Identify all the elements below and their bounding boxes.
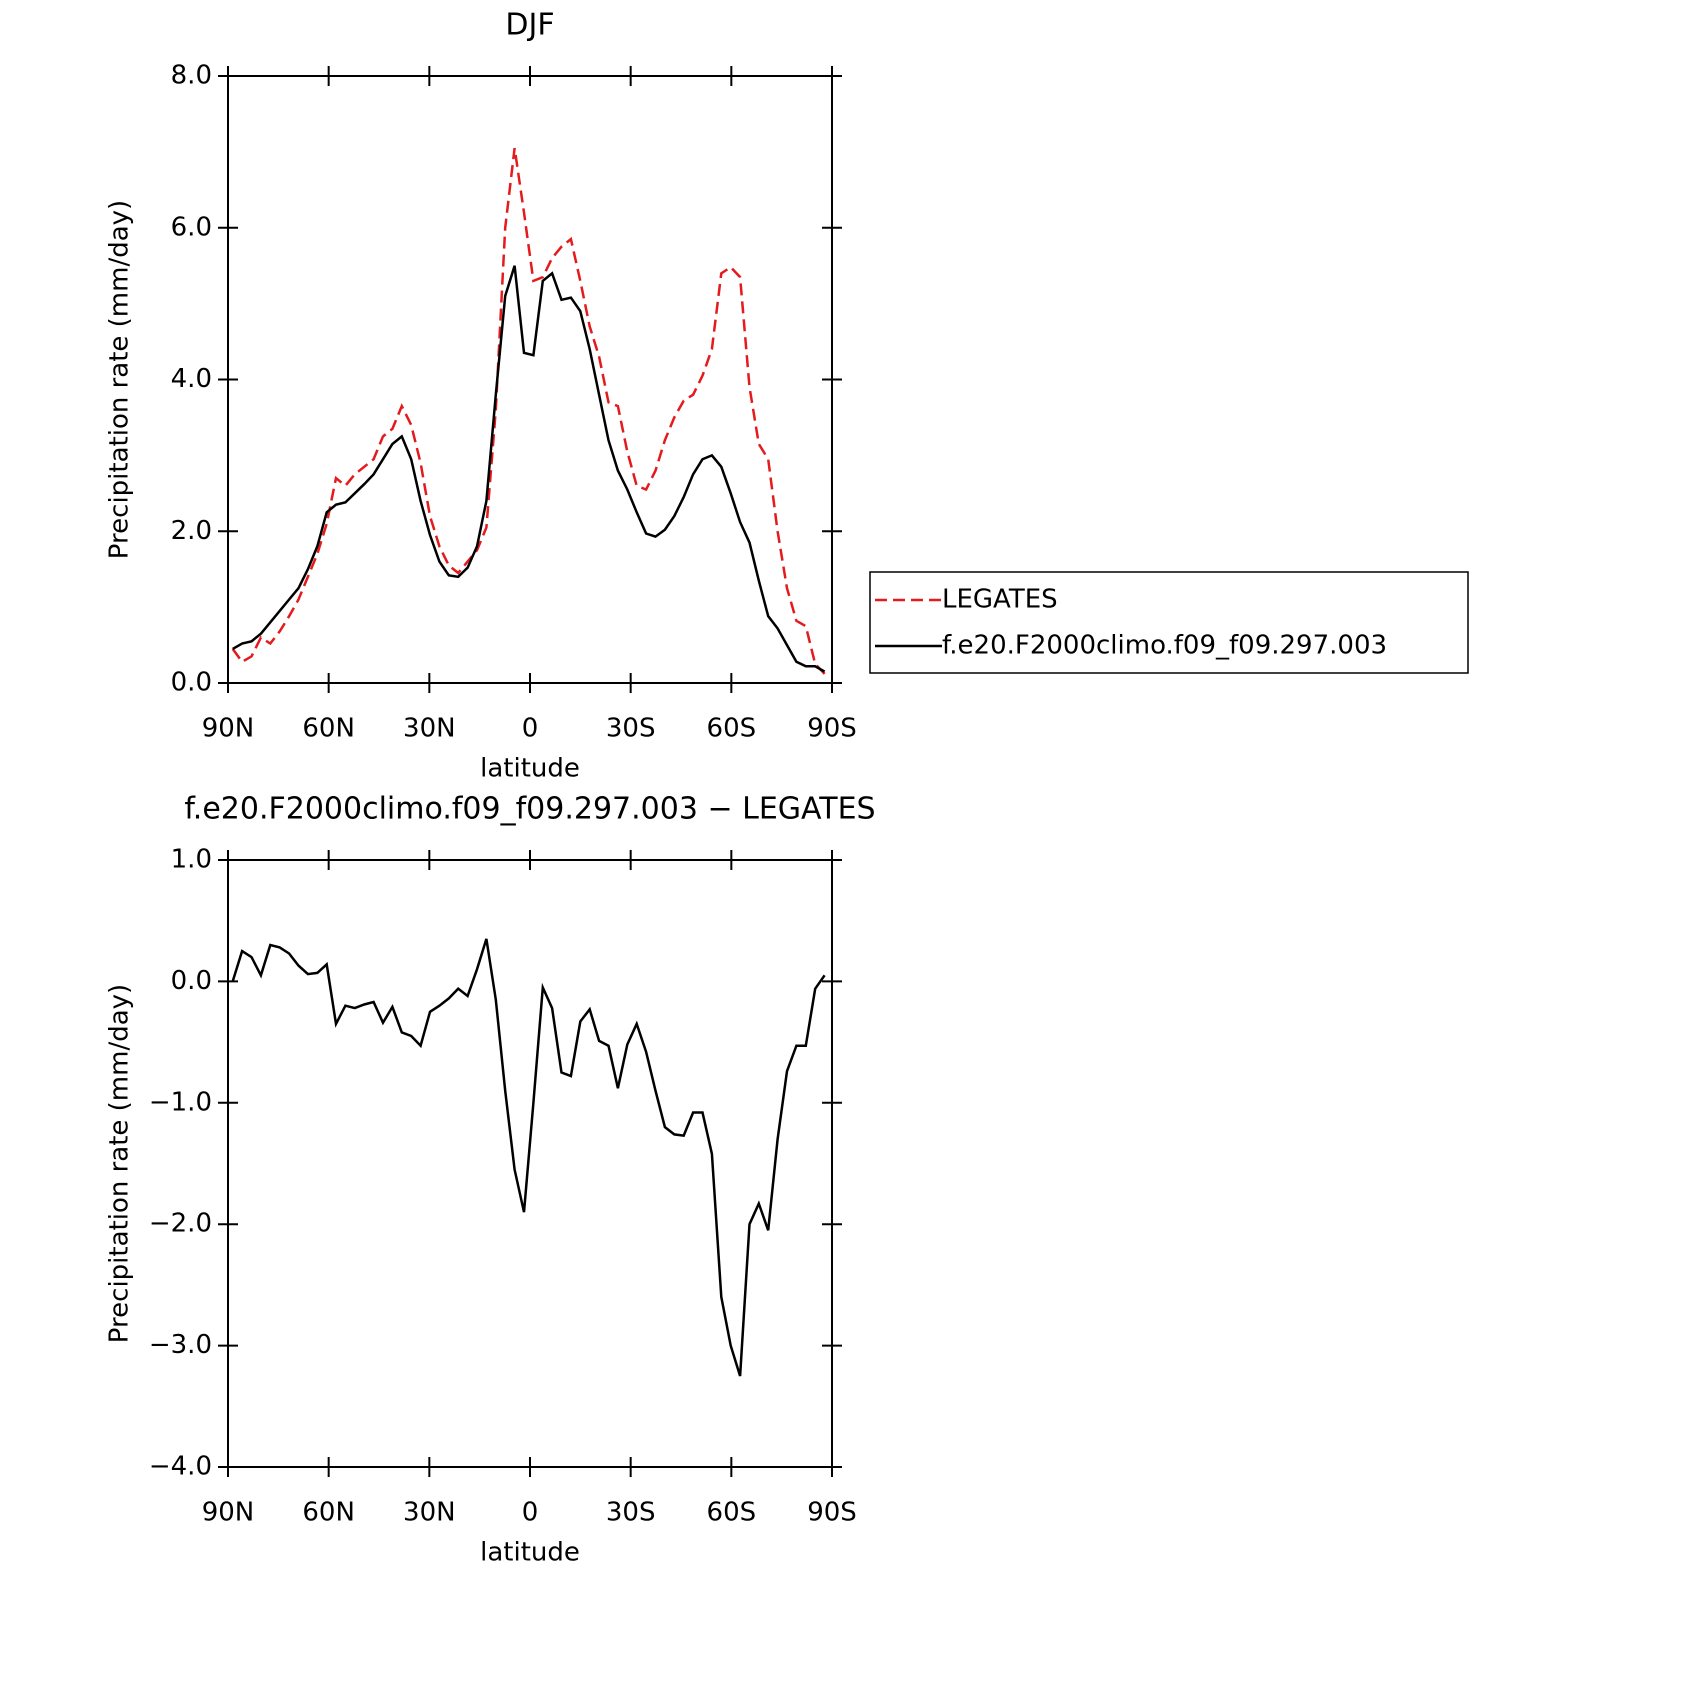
data-line	[231, 147, 826, 675]
x-axis-label: latitude	[480, 754, 580, 784]
x-tick-label: 30N	[403, 1498, 456, 1528]
chart-title: f.e20.F2000climo.f09_f09.297.003 − LEGAT…	[184, 792, 875, 827]
y-tick-label: −3.0	[149, 1330, 212, 1360]
y-tick-label: 4.0	[171, 364, 212, 394]
y-tick-label: −2.0	[149, 1209, 212, 1239]
legend-box	[869, 571, 1469, 674]
plot-frame	[227, 859, 833, 1468]
y-tick-label: −1.0	[149, 1087, 212, 1117]
x-tick-label: 90S	[807, 1498, 857, 1528]
y-tick-label: 0.0	[171, 966, 212, 996]
y-axis-label: Precipitation rate (mm/day)	[105, 200, 135, 559]
y-tick-label: 6.0	[171, 212, 212, 242]
y-tick-label: 2.0	[171, 516, 212, 546]
x-tick-label: 0	[522, 714, 539, 744]
x-tick-label: 0	[522, 1498, 539, 1528]
chart-title: DJF	[505, 8, 554, 43]
x-tick-label: 90S	[807, 714, 857, 744]
x-tick-label: 90N	[202, 1498, 255, 1528]
x-tick-label: 30S	[606, 714, 656, 744]
legend-label: f.e20.F2000climo.f09_f09.297.003	[942, 631, 1387, 661]
x-axis-label: latitude	[480, 1538, 580, 1568]
x-tick-label: 60N	[302, 714, 355, 744]
legend-label: LEGATES	[942, 585, 1058, 615]
x-tick-label: 60S	[707, 1498, 757, 1528]
plot-frame	[227, 75, 833, 684]
data-line	[232, 265, 826, 673]
y-tick-label: −4.0	[149, 1452, 212, 1482]
x-tick-label: 30S	[606, 1498, 656, 1528]
y-tick-label: 1.0	[171, 845, 212, 875]
x-tick-label: 30N	[403, 714, 456, 744]
y-axis-label: Precipitation rate (mm/day)	[105, 984, 135, 1343]
y-tick-label: 8.0	[171, 61, 212, 91]
y-tick-label: 0.0	[171, 668, 212, 698]
x-tick-label: 60N	[302, 1498, 355, 1528]
data-line	[231, 938, 826, 1377]
x-tick-label: 90N	[202, 714, 255, 744]
x-tick-label: 60S	[707, 714, 757, 744]
